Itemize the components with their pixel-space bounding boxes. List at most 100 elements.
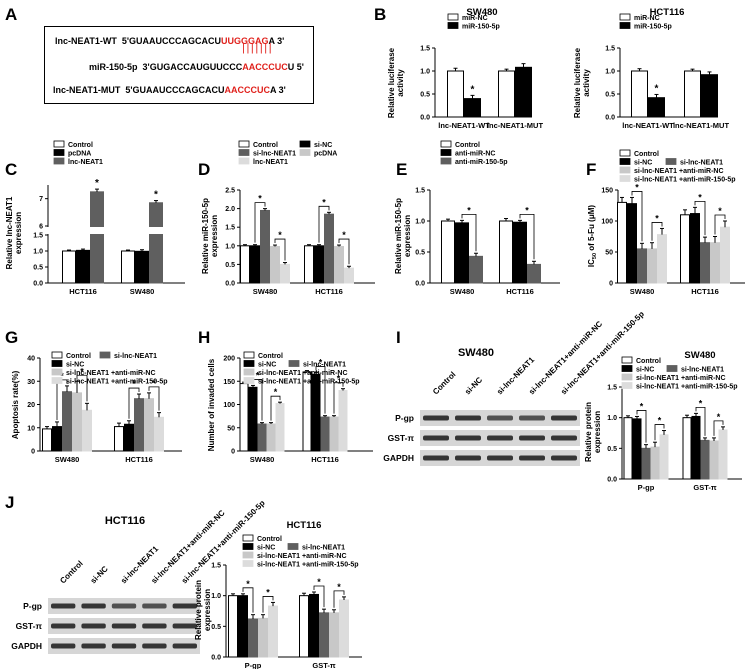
legend-label: miR-150-5p [462, 24, 500, 31]
bar [631, 70, 648, 118]
bar [258, 617, 268, 658]
chart-i: SW480 Relative proteinexpression 0.0 0.5 1.0… [584, 350, 742, 492]
chart-g: Apoptosis rate(%) 0 10 20 30 40 SW480 HCT116 * * *… [11, 351, 182, 464]
bar [632, 418, 642, 480]
bar [121, 250, 135, 284]
bar [718, 429, 728, 480]
bar [239, 383, 249, 452]
bar [701, 74, 718, 118]
y-tick-label: 1.5 [607, 385, 617, 392]
y-axis-label: Relative proteinexpression [584, 402, 602, 462]
bar [250, 245, 260, 284]
x-tick-label: lnc-NEAT1-WT [438, 121, 490, 130]
blot-band [519, 435, 545, 441]
significance-bracket [333, 382, 344, 414]
y-tick-label: 1.5 [211, 563, 221, 570]
y-tick-label: 50 [605, 250, 613, 257]
y-tick-label: 1.5 [33, 233, 43, 240]
mir-seed: AACCCUC [242, 62, 288, 72]
blot-band [51, 643, 76, 649]
legend-label: si-lnc-NEAT1 +anti-miR-NC [257, 553, 347, 560]
chart-title: HCT116 [287, 520, 322, 531]
significance-bracket [76, 374, 88, 402]
blot-band [172, 643, 197, 649]
legend-swatch [619, 149, 631, 157]
blot-lane-label: si-NC [463, 375, 484, 396]
blot-row-label: GST-π [16, 621, 43, 631]
bar [266, 423, 276, 452]
chart-title: SW480 [466, 7, 497, 18]
legend-label: si-lnc-NEAT1 [253, 151, 296, 158]
panel-letter-i: I [396, 328, 401, 347]
ylabel-line-2: activity [582, 69, 591, 97]
legend-label: si-lnc-NEAT1 +anti-miR-150-5p [257, 562, 359, 569]
significance-bracket [519, 213, 535, 260]
x-tick-label: SW480 [253, 287, 278, 296]
legend-swatch [619, 13, 631, 21]
panel-letter-h: H [198, 328, 210, 347]
blot-band [81, 603, 106, 609]
legend-swatch [238, 149, 250, 156]
blot-row-label: GAPDH [11, 641, 42, 651]
significance-star: * [256, 370, 260, 380]
legend-swatch [51, 351, 63, 359]
blot-band [455, 435, 481, 441]
bar [257, 423, 267, 452]
ylabel-subscript: 50 [592, 253, 598, 259]
y-axis-label: Relative miR-150-5pexpression [394, 198, 412, 274]
wt-seq: 5'GUAAUCCCAGCACU [121, 36, 221, 46]
bar [680, 214, 690, 284]
legend-label: Control [636, 358, 661, 365]
legend-swatch [299, 140, 311, 148]
legend-label: si-lnc-NEAT1 +anti-miR-NC [634, 168, 724, 175]
blot-band [142, 603, 167, 609]
significance-star: * [337, 374, 341, 384]
legend-label: Control [455, 142, 480, 149]
significance-star: * [80, 366, 84, 376]
y-tick-label: 0.5 [420, 92, 430, 99]
y-tick-label: 0.5 [415, 250, 425, 257]
mir-sequence-row: miR-150-5p 3'GUGACCAUGUUCCCAACCCUCU 5' [89, 62, 304, 72]
significance-bracket [315, 366, 326, 414]
blot-title: SW480 [458, 347, 494, 359]
y-tick-label: 0.5 [605, 92, 615, 99]
ylabel-line-1: Relative miR-150-5p [201, 198, 210, 274]
significance-star: * [154, 190, 158, 201]
bar [455, 222, 469, 284]
legend-label: Control [68, 142, 93, 149]
bar [62, 250, 76, 284]
bar [124, 423, 134, 452]
legend-swatch [242, 543, 254, 550]
legend-label: si-lnc-NEAT1 [680, 160, 723, 167]
x-tick-label: SW480 [55, 455, 80, 464]
legend-label: lnc-NEAT1 [68, 159, 103, 166]
blot-band [423, 435, 449, 441]
bar [691, 415, 701, 480]
sequence-alignment-box: lnc-NEAT1-WT 5'GUAAUCCCAGCACUUUGGGAGA 3'… [44, 26, 314, 104]
bar [309, 593, 319, 658]
ylabel-line-1: Relative miR-150-5p [394, 198, 403, 274]
significance-star: * [246, 579, 250, 589]
legend-swatch [621, 356, 633, 364]
legend-label: si-lnc-NEAT1 +anti-miR-150-5p [258, 379, 360, 386]
ylabel-line-1: Relative protein [194, 580, 203, 640]
legend-swatch [243, 360, 255, 367]
bar [72, 392, 82, 452]
bar [641, 447, 651, 480]
significance-star: * [635, 182, 639, 192]
mut-seq: 5'GUAAUCCCAGCACU [125, 85, 225, 95]
blot-band [519, 455, 545, 461]
mir-seq: 3'GUGACCAUGUUCCC [142, 62, 243, 72]
y-tick-label: 1.5 [605, 46, 615, 53]
legend-label: anti-miR-150-5p [455, 159, 508, 166]
bar [320, 416, 330, 452]
ylabel-line-1: Relative luciferase [573, 47, 582, 118]
bar [527, 263, 541, 284]
y-tick-label: 100 [601, 219, 613, 226]
bar [650, 446, 660, 480]
legend-label: pcDNA [314, 151, 337, 158]
blot-title: HCT116 [105, 515, 145, 527]
